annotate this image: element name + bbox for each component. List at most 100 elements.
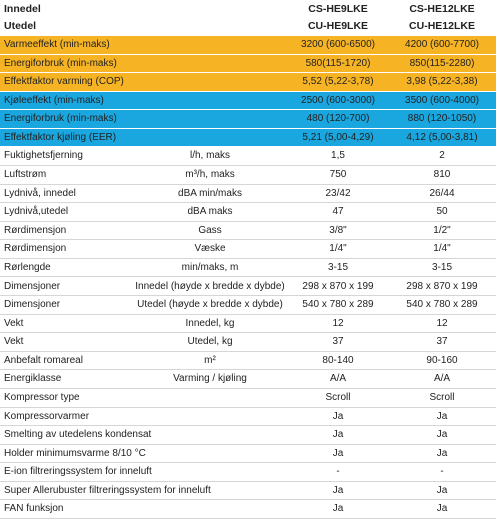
row-value: Ja	[436, 410, 448, 422]
row-value: Ja	[332, 429, 344, 441]
row-value: 810	[433, 169, 451, 181]
row-label: Super Allerubuster filtreringssystem for…	[4, 484, 211, 496]
table-row: Luftstrøm m³/h, maks 750 810	[0, 166, 496, 185]
row-value: 880 (120-1050)	[407, 113, 477, 125]
row-value: -	[440, 466, 444, 478]
row-value: CS-HE12LKE	[409, 3, 475, 15]
row-value: 90-160	[426, 354, 458, 366]
table-row: Kompressor type Scroll Scroll	[0, 389, 496, 408]
row-value: A/A	[329, 373, 347, 385]
row-value: 2	[439, 150, 445, 162]
row-label: Anbefalt romareal	[4, 354, 83, 366]
table-row: Energiklasse Varming / kjøling A/A A/A	[0, 370, 496, 389]
row-value: Ja	[436, 447, 448, 459]
row-value: 5,21 (5,00-4,29)	[302, 131, 374, 143]
row-label: Kompressorvarmer	[4, 410, 90, 422]
row-unit: Innedel (høyde x bredde x dybde)	[135, 280, 285, 292]
row-value: 3500 (600-4000)	[405, 94, 479, 106]
table-row: Anbefalt romareal m² 80-140 90-160	[0, 352, 496, 371]
row-value: -	[336, 466, 340, 478]
row-label: Fuktighetsfjerning	[4, 150, 83, 162]
row-value: 1/4"	[329, 243, 347, 255]
row-value: 37	[436, 336, 448, 348]
row-label: Rørdimensjon	[4, 224, 67, 236]
row-value: 1/2"	[433, 224, 451, 236]
row-value: CU-HE12LKE	[409, 20, 475, 32]
row-unit: m³/h, maks	[185, 169, 235, 181]
row-label: Luftstrøm	[4, 169, 47, 181]
row-value: CS-HE9LKE	[308, 3, 368, 15]
row-label: Innedel	[4, 3, 41, 15]
row-label: Dimensjoner	[4, 299, 61, 311]
row-value: 298 x 870 x 199	[302, 280, 374, 292]
row-value: Ja	[332, 503, 344, 515]
row-label: Dimensjoner	[4, 280, 61, 292]
row-value: CU-HE9LKE	[307, 20, 369, 32]
table-row: Energiforbruk (min-maks) 580(115-1720) 850…	[0, 54, 496, 74]
row-value: 4200 (600-7700)	[405, 39, 479, 50]
row-value: 3-15	[327, 261, 349, 273]
row-unit: dBA min/maks	[178, 187, 242, 199]
row-value: 5,52 (5,22-3,78)	[302, 76, 374, 88]
row-value: Ja	[436, 503, 448, 515]
row-value: 47	[332, 206, 344, 218]
row-value: Ja	[436, 429, 448, 441]
table-row: Lydnivå, innedel dBA min/maks 23/42 26/44	[0, 185, 496, 204]
table-row: Effektfaktor varming (COP) 5,52 (5,22-3,7…	[0, 73, 496, 92]
row-value: 12	[332, 317, 344, 329]
header-row: Innedel CS-HE9LKE CS-HE12LKE	[0, 1, 496, 18]
table-row: Dimensjoner Innedel (høyde x bredde x dyb…	[0, 278, 496, 297]
row-label: Kompressor type	[4, 391, 80, 403]
row-label: FAN funksjon	[4, 503, 64, 515]
row-unit: Utedel (høyde x bredde x dybde)	[137, 299, 283, 311]
table-row: Dimensjoner Utedel (høyde x bredde x dybd…	[0, 296, 496, 315]
table-row: Rørlengde min/maks, m 3-15 3-15	[0, 259, 496, 278]
table-row: Holder minimumsvarme 8/10 °C Ja Ja	[0, 445, 496, 464]
row-label: Effektfaktor varming (COP)	[4, 76, 124, 88]
table-row: Vekt Utedel, kg 37 37	[0, 333, 496, 352]
row-unit: dBA maks	[187, 206, 233, 218]
row-value: 50	[436, 206, 448, 218]
table-row: Energiforbruk (min-maks) 480 (120-700) 880…	[0, 110, 496, 129]
row-value: 1,5	[331, 150, 345, 162]
row-value: 3-15	[431, 261, 453, 273]
table-row: Vekt Innedel, kg 12 12	[0, 315, 496, 334]
table-row: Effektfaktor kjøling (EER) 5,21 (5,00-4,2…	[0, 128, 496, 148]
row-label: E-ion filtreringssystem for inneluft	[4, 466, 152, 478]
row-value: 12	[436, 317, 448, 329]
row-label: Rørlengde	[4, 261, 51, 273]
row-value: A/A	[433, 373, 451, 385]
row-unit: m²	[204, 354, 216, 366]
row-value: 750	[329, 169, 347, 181]
table-row: Rørdimensjon Væske 1/4" 1/4"	[0, 240, 496, 259]
row-value: 3/8"	[329, 224, 347, 236]
row-value: 3200 (600-6500)	[301, 39, 375, 50]
table-row: Kompressorvarmer Ja Ja	[0, 408, 496, 427]
row-unit: Varming / kjøling	[173, 373, 247, 385]
table-row: Super Allerubuster filtreringssystem for…	[0, 482, 496, 501]
row-label: Smelting av utedelens kondensat	[4, 429, 152, 441]
row-value: Scroll	[429, 391, 455, 403]
table-row: Lydnivå,utedel dBA maks 47 50	[0, 203, 496, 222]
table-row: Varmeeffekt (min-maks) 3200 (600-6500) 420…	[0, 36, 496, 55]
row-value: 23/42	[325, 187, 351, 199]
row-value: Scroll	[325, 391, 351, 403]
table-row: Kjøleeffekt (min-maks) 2500 (600-3000) 350…	[0, 91, 496, 111]
row-value: Ja	[332, 447, 344, 459]
row-value: 580(115-1720)	[305, 57, 371, 69]
row-unit: min/maks, m	[181, 261, 239, 273]
row-unit: Gass	[198, 224, 222, 236]
row-value: 298 x 870 x 199	[406, 280, 478, 292]
row-label: Lydnivå, innedel	[4, 187, 76, 199]
table-row: Fuktighetsfjerning l/h, maks 1,5 2	[0, 147, 496, 167]
row-value: 4,12 (5,00-3,81)	[406, 131, 478, 143]
table-row: FAN funksjon Ja Ja	[0, 500, 496, 519]
row-value: 480 (120-700)	[306, 113, 370, 125]
row-value: Ja	[332, 484, 344, 496]
row-label: Lydnivå,utedel	[4, 206, 69, 218]
row-unit: Innedel, kg	[185, 317, 235, 329]
table-row: Rørdimensjon Gass 3/8" 1/2"	[0, 222, 496, 241]
row-value: 850(115-2280)	[409, 57, 475, 69]
table-row: E-ion filtreringssystem for inneluft - -	[0, 463, 496, 482]
row-unit: l/h, maks	[189, 150, 231, 162]
